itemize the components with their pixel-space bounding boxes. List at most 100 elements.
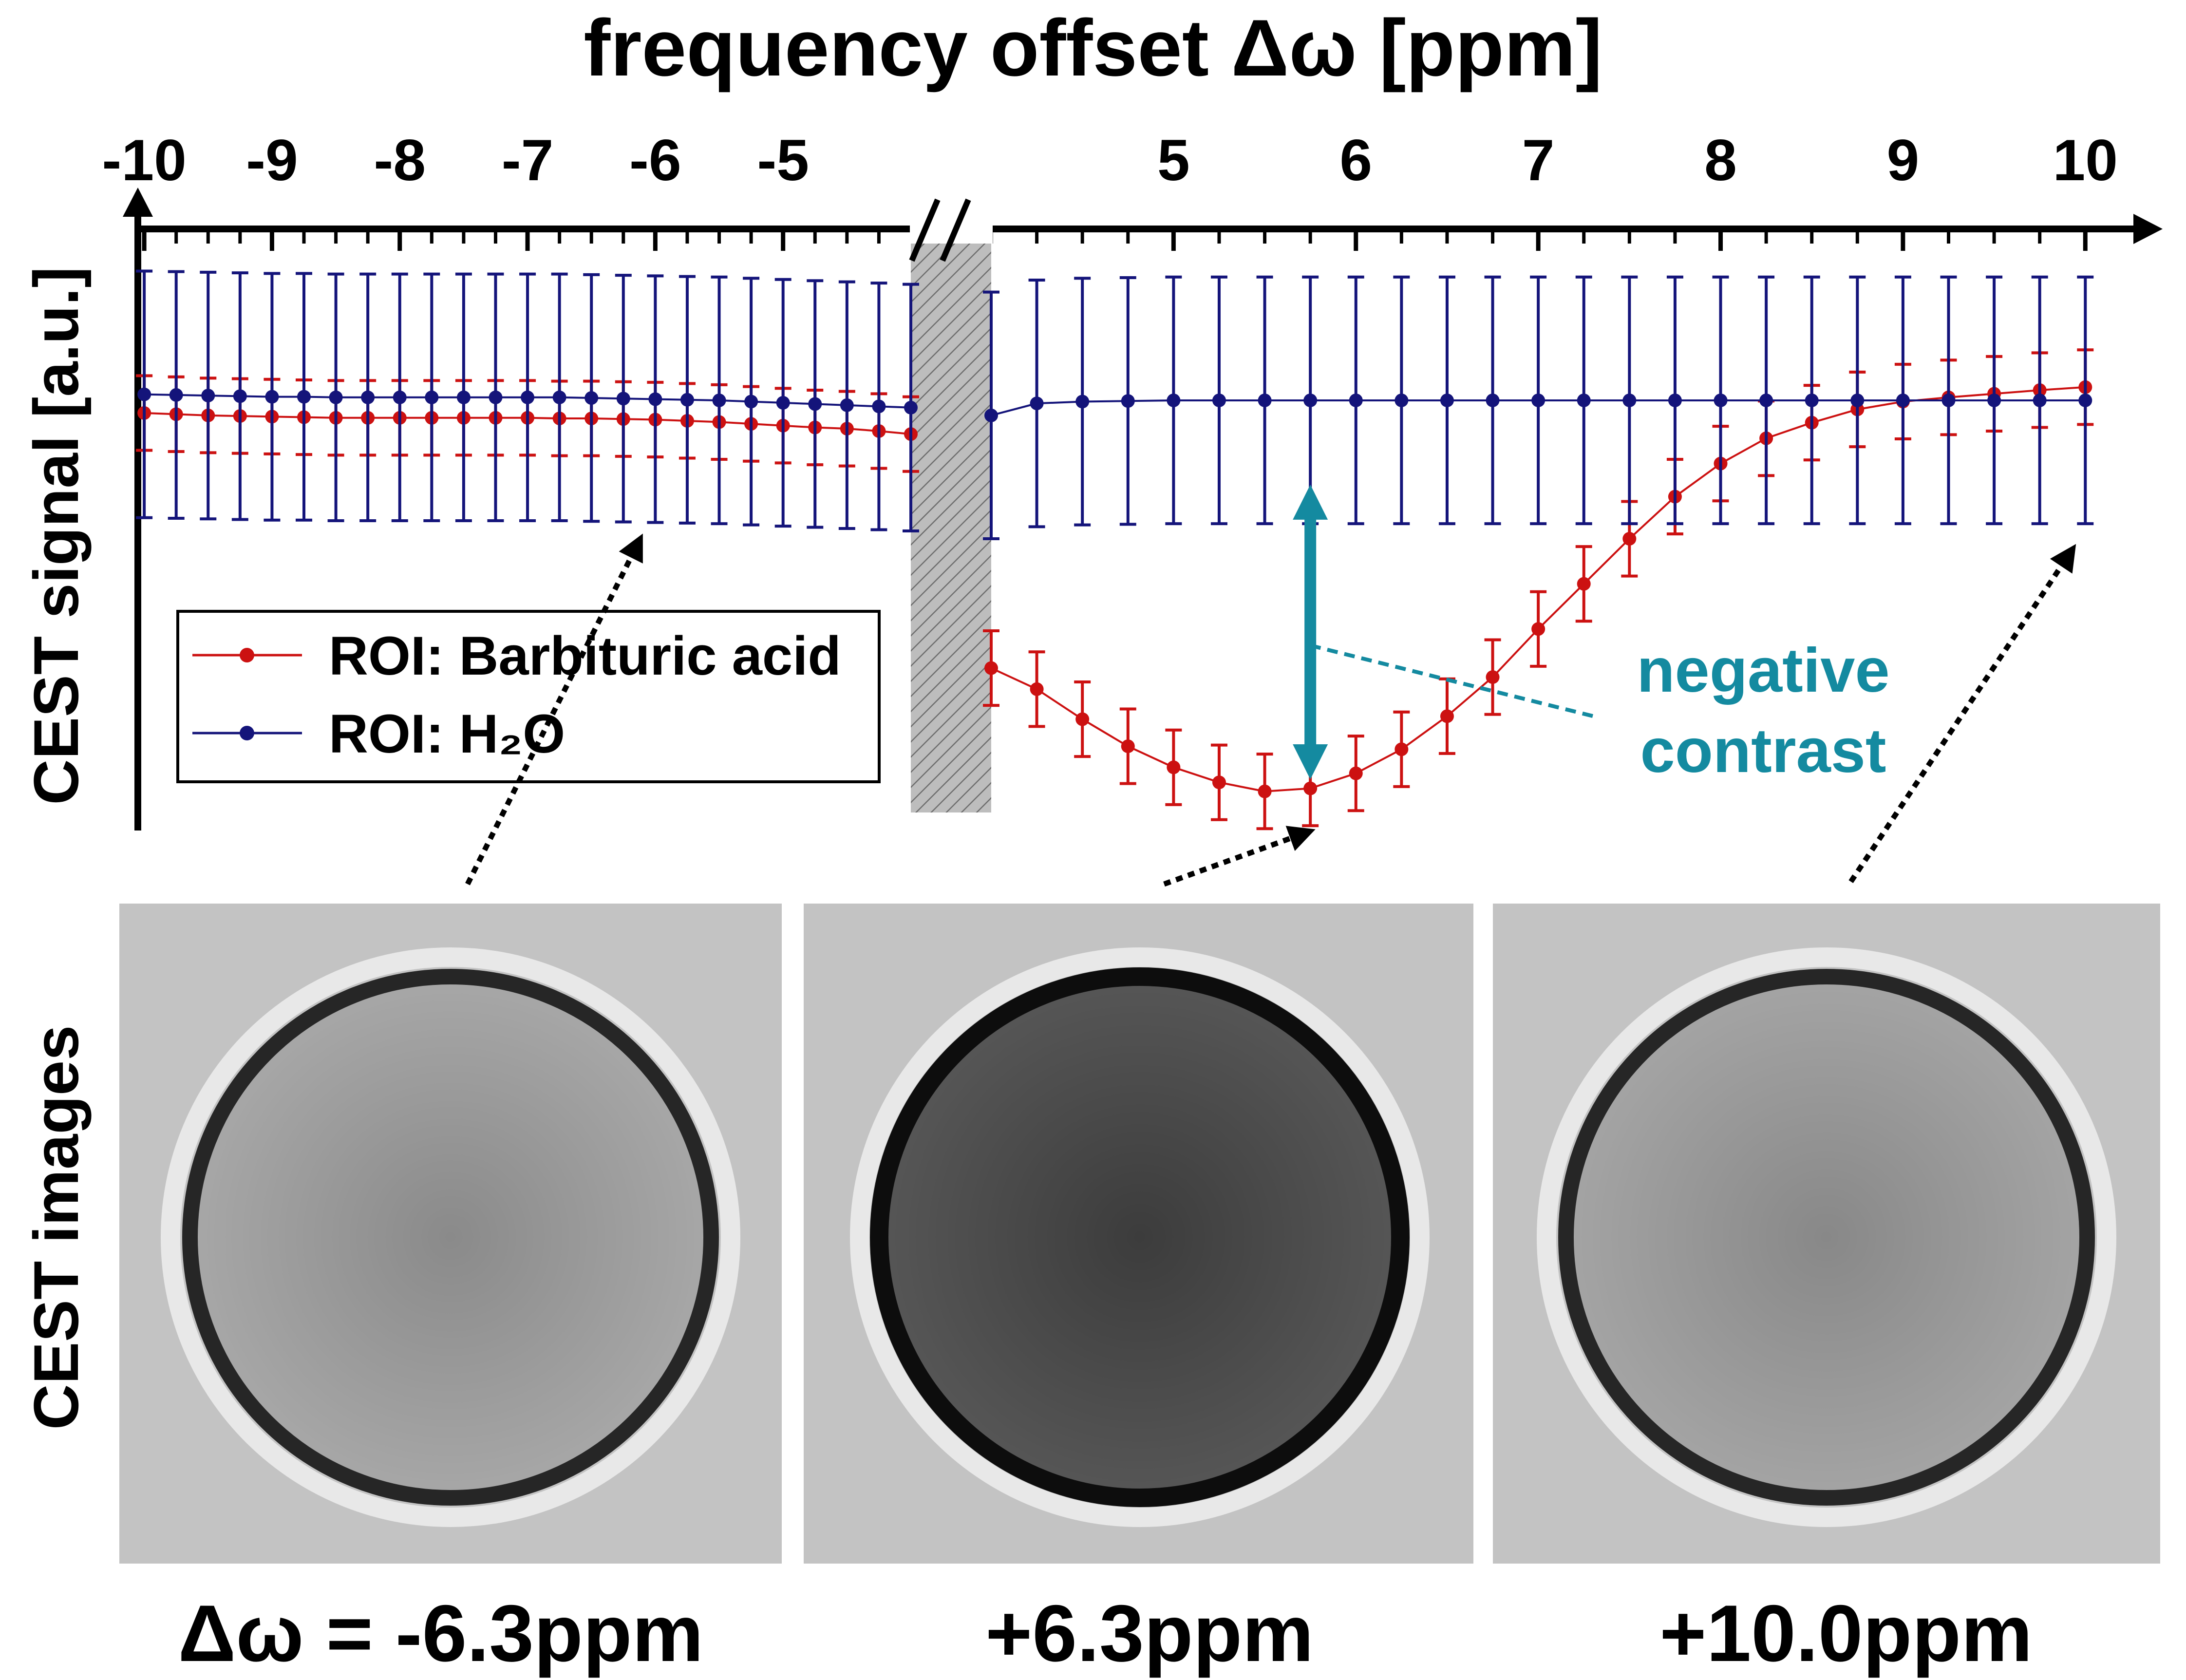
data-point: [984, 408, 998, 422]
cest-image-panel-3: +10.0ppm: [1493, 904, 2160, 1678]
axis-break: [909, 198, 993, 812]
data-point: [1486, 670, 1500, 684]
data-point: [776, 396, 790, 410]
contrast-leader-line: [1310, 643, 1593, 718]
x-tick-label: -6: [629, 128, 681, 193]
x-tick-label: -10: [102, 128, 186, 193]
data-point: [1212, 393, 1226, 407]
data-point: [872, 399, 886, 414]
data-point: [744, 395, 758, 409]
legend-swatch-marker: [240, 648, 254, 662]
break-slash-2: [940, 198, 971, 262]
pointer-arrow-neg-6-3: [465, 533, 643, 886]
legend-label-barbituric: ROI: Barbituric acid: [329, 625, 841, 686]
data-point: [1531, 622, 1545, 636]
data-point: [1440, 709, 1454, 723]
x-tick-label: 5: [1157, 128, 1190, 193]
data-point: [1714, 393, 1728, 407]
data-point: [1121, 739, 1135, 754]
data-point: [984, 661, 998, 675]
data-point: [233, 389, 247, 403]
data-point: [456, 390, 471, 404]
data-point: [1668, 393, 1682, 407]
data-point: [1805, 393, 1819, 407]
x-tick-label: -5: [757, 128, 809, 193]
phantom-ring: [182, 969, 719, 1506]
x-tick-label: -9: [246, 128, 298, 193]
data-point: [1486, 393, 1500, 407]
y-axis-label: CEST signal [a.u.]: [20, 266, 92, 805]
data-point: [201, 389, 215, 403]
data-point: [1212, 775, 1226, 790]
phantom-ring: [870, 967, 1410, 1507]
data-point: [521, 390, 535, 404]
data-point: [393, 390, 407, 404]
break-slash-1: [909, 198, 941, 262]
data-point: [1030, 682, 1044, 696]
contrast-label-line2: contrast: [1640, 716, 1886, 786]
image-label-3: +10.0ppm: [1659, 1588, 2033, 1678]
data-point: [2033, 393, 2047, 407]
pointer-arrow-pos-6-3: [1163, 826, 1316, 887]
data-point: [1850, 393, 1865, 407]
cest-image-panel-2: +6.3ppm: [804, 904, 1473, 1678]
contrast-annotation: negative contrast: [1293, 484, 1890, 786]
data-point: [1440, 393, 1454, 407]
image-label-2: +6.3ppm: [985, 1588, 1314, 1678]
contrast-label-line1: negative: [1637, 636, 1889, 705]
outer-fringe-ring: [1537, 947, 2116, 1527]
data-point: [361, 390, 375, 404]
data-point: [1577, 393, 1591, 407]
data-point: [1167, 393, 1181, 407]
data-point: [1395, 393, 1409, 407]
data-point: [840, 398, 854, 412]
data-point: [1759, 393, 1773, 407]
data-point: [1531, 393, 1545, 407]
series-layer: [136, 269, 2094, 831]
data-point: [425, 390, 439, 404]
data-point: [1121, 394, 1135, 408]
data-point: [1349, 766, 1363, 780]
x-axis-ticks: [142, 229, 2088, 251]
x-tick-label: -8: [374, 128, 426, 193]
data-point: [1622, 532, 1637, 546]
legend-swatch-marker: [240, 726, 254, 740]
image-pointer-arrows: [465, 533, 2076, 887]
phantom-disc: [192, 979, 709, 1495]
data-point: [1258, 784, 1272, 798]
phantom-ring: [1558, 969, 2095, 1506]
data-point: [680, 393, 694, 407]
phantom-disc: [882, 979, 1398, 1495]
data-point: [584, 391, 599, 405]
data-point: [1303, 781, 1318, 795]
x-tick-label: 8: [1704, 128, 1737, 193]
data-point: [1395, 742, 1409, 756]
data-point: [1258, 393, 1272, 407]
x-tick-label: 9: [1887, 128, 1920, 193]
image-label-1: Δω = -6.3ppm: [178, 1588, 704, 1678]
x-tick-label: 6: [1339, 128, 1372, 193]
data-point: [1075, 712, 1090, 726]
data-point: [329, 390, 343, 404]
pointer-arrow-pos-10: [1848, 544, 2076, 884]
outer-fringe-ring: [161, 947, 740, 1527]
data-point: [2078, 393, 2092, 407]
y-axis-arrowhead: [123, 188, 153, 217]
data-point: [1303, 393, 1318, 407]
x-tick-label: 10: [2053, 128, 2118, 193]
outer-fringe-ring: [850, 947, 1430, 1527]
series-water: [136, 269, 2094, 541]
data-point: [1622, 393, 1637, 407]
data-point: [648, 392, 662, 406]
data-point: [1987, 393, 2001, 407]
axes: -10 -9 -8 -7 -6 -5 5 6 7 8 9 10: [102, 128, 2163, 831]
data-point: [1941, 393, 1956, 407]
data-point: [1896, 393, 1910, 407]
data-point: [1167, 760, 1181, 774]
data-point: [1030, 396, 1044, 411]
legend-box: [176, 610, 881, 783]
legend-label-water: ROI: H₂O: [329, 703, 565, 764]
data-point: [1075, 395, 1090, 409]
phantom-disc: [1568, 979, 2085, 1495]
